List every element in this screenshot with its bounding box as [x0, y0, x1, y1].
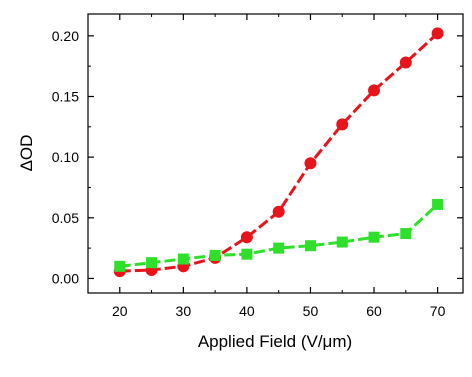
x-tick-label: 40	[239, 303, 255, 319]
x-tick-label: 60	[366, 303, 382, 319]
y-tick-label: 0.05	[52, 210, 79, 226]
x-tick-label: 70	[430, 303, 446, 319]
series-2-point	[177, 253, 189, 265]
series-2-point	[368, 231, 380, 243]
x-tick-label: 50	[303, 303, 319, 319]
x-tick-label: 20	[112, 303, 128, 319]
series-2	[114, 198, 444, 272]
series-1-point	[336, 118, 349, 131]
y-tick-label: 0.15	[52, 88, 79, 104]
series-1-point	[240, 231, 253, 244]
plot-frame	[87, 13, 464, 294]
axis-ticks	[88, 14, 463, 293]
series-2-point	[400, 228, 412, 240]
x-tick-label: 30	[176, 303, 192, 319]
series-2-point	[304, 240, 316, 252]
y-tick-label: 0.00	[52, 270, 79, 286]
y-axis-label: ΔOD	[17, 135, 36, 172]
series-2-point	[241, 248, 253, 260]
y-tick-label: 0.10	[52, 149, 79, 165]
series-layer	[113, 27, 444, 278]
series-1-point	[431, 27, 444, 40]
series-1-point	[368, 84, 381, 97]
series-2-point	[432, 198, 444, 210]
y-tick-label: 0.20	[52, 28, 79, 44]
x-axis-label: Applied Field (V/μm)	[198, 332, 352, 351]
series-2-point	[146, 257, 158, 269]
series-1	[113, 27, 444, 278]
series-2-point	[336, 236, 348, 248]
series-2-point	[114, 260, 126, 272]
series-2-point	[209, 249, 221, 261]
series-1-point	[399, 56, 412, 69]
series-1-point	[304, 157, 317, 170]
series-1-point	[272, 205, 285, 218]
series-2-point	[273, 242, 285, 254]
tick-labels: 20 30 40 50 60 70 0.00 0.05 0.10 0.15 0.20	[52, 28, 446, 319]
